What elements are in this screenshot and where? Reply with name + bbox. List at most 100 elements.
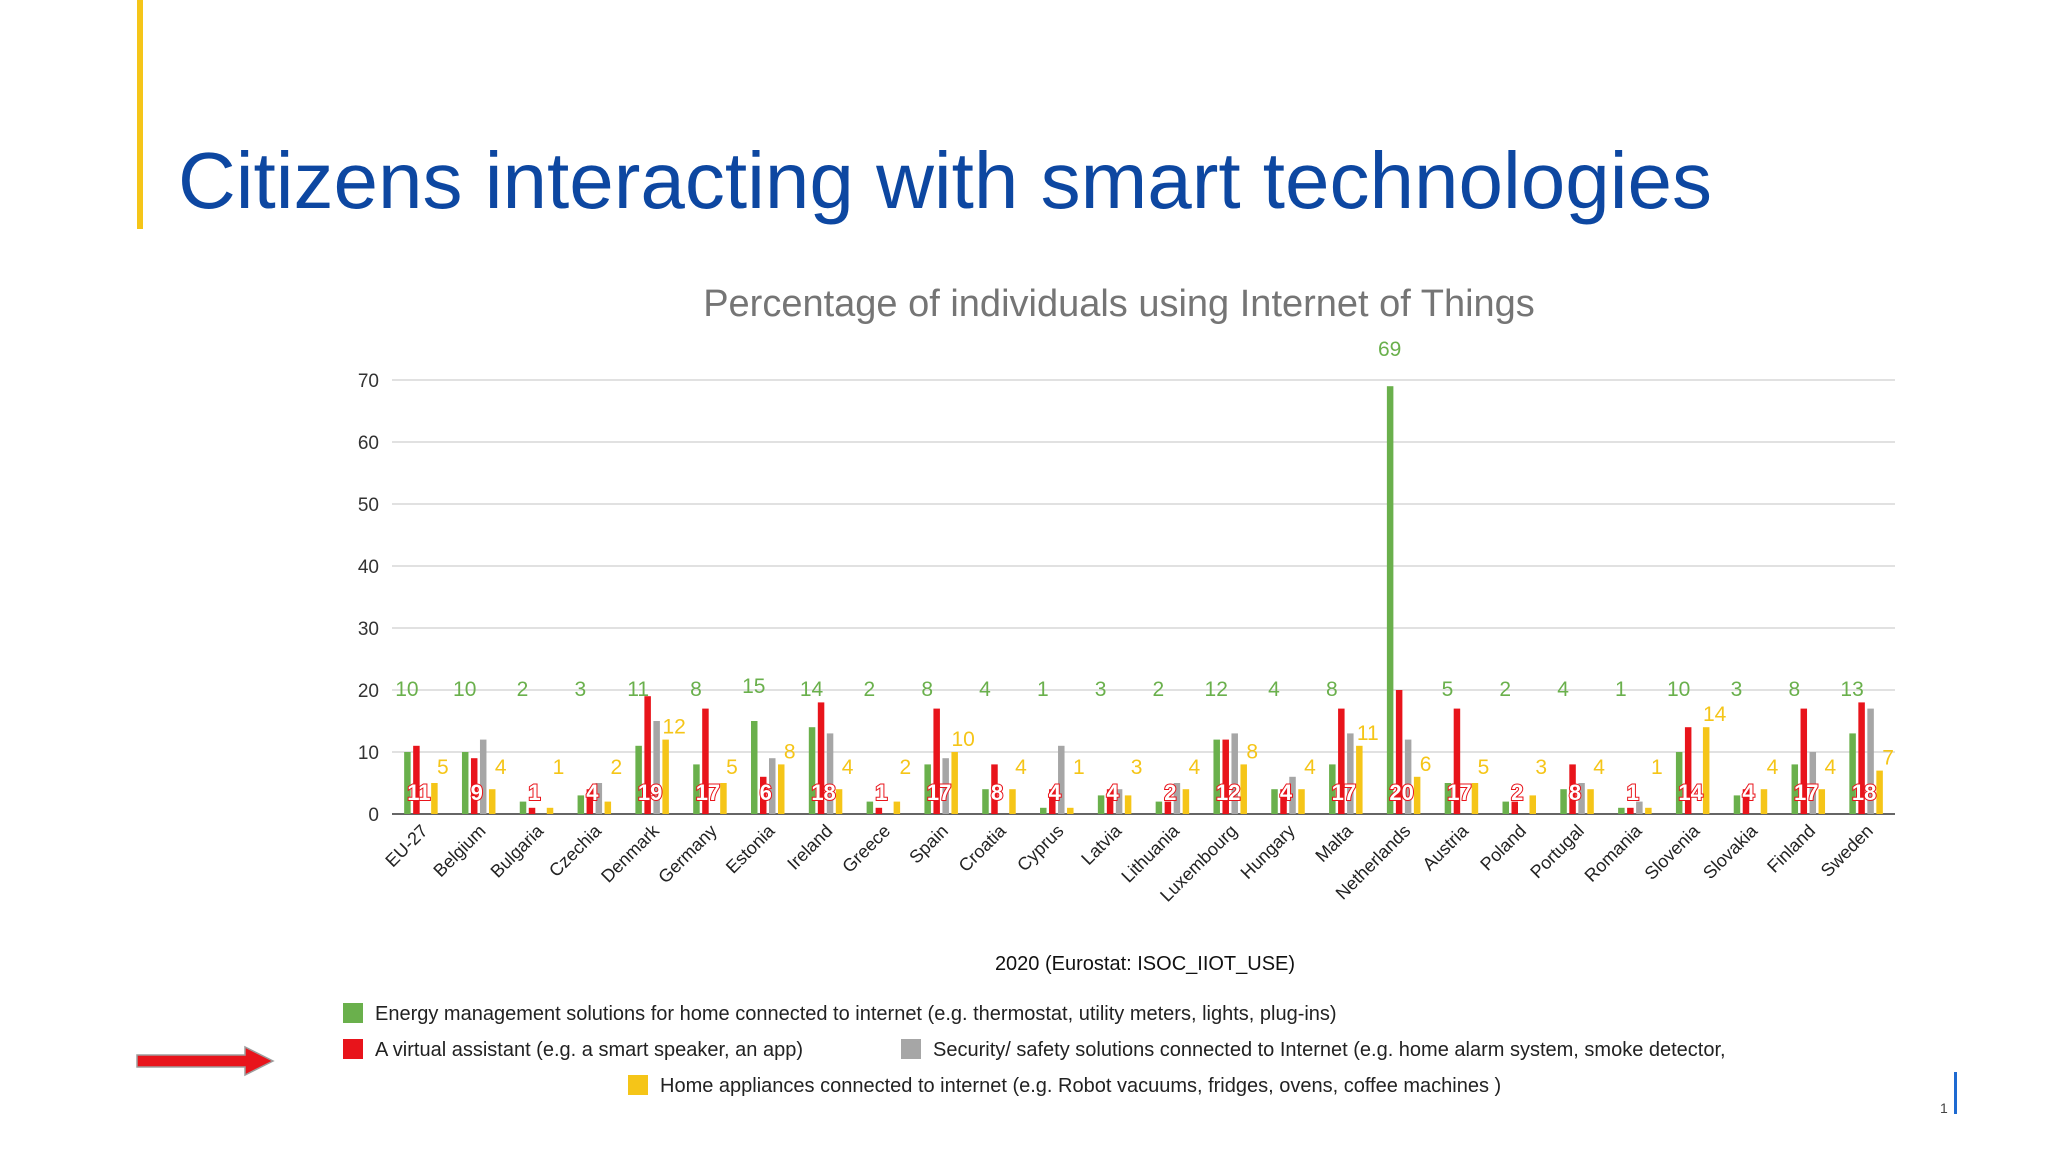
- x-tick-label: Slovakia: [1699, 820, 1762, 883]
- bar-appliances: [488, 789, 496, 814]
- bar-energy: [751, 721, 758, 814]
- legend-label: A virtual assistant (e.g. a smart speake…: [375, 1039, 803, 1061]
- green-data-label: 8: [690, 678, 702, 701]
- bar-appliances: [1009, 789, 1016, 814]
- red-data-label: 17: [1447, 780, 1471, 805]
- bar-assistant: [470, 758, 478, 814]
- bar-energy: [1329, 764, 1336, 814]
- green-data-label: 2: [1153, 678, 1165, 701]
- bar-energy: [808, 727, 816, 814]
- bar-energy: [1444, 783, 1452, 814]
- x-tick-label: Poland: [1476, 821, 1530, 875]
- bar-assistant: [644, 696, 651, 814]
- bar-security: [1578, 783, 1585, 814]
- bar-assistant: [1858, 702, 1865, 814]
- bar-assistant: [760, 776, 767, 814]
- bar-appliances: [662, 739, 669, 814]
- yellow-data-label: 4: [1593, 756, 1605, 779]
- bar-assistant: [1395, 690, 1403, 814]
- bar-assistant: [586, 789, 594, 814]
- green-data-label: 3: [1095, 678, 1107, 701]
- red-data-label: 4: [1049, 780, 1062, 805]
- bar-assistant: [1511, 801, 1518, 814]
- bar-assistant: [1453, 708, 1461, 814]
- x-tick-label: Germany: [654, 821, 720, 887]
- yellow-data-label: 6: [1420, 753, 1432, 776]
- red-data-label: 1: [528, 780, 540, 805]
- bar-appliances: [1760, 789, 1768, 814]
- bar-security: [1058, 745, 1065, 814]
- green-data-label: 2: [864, 678, 876, 701]
- bar-energy: [577, 795, 585, 814]
- yellow-data-label: 5: [437, 756, 449, 779]
- bar-security: [769, 758, 776, 814]
- iot-bar-chart: Percentage of individuals using Internet…: [343, 283, 1895, 1097]
- red-data-label: 17: [1794, 780, 1818, 805]
- yellow-data-label: 7: [1882, 747, 1894, 770]
- x-tick-label: Hungary: [1237, 821, 1299, 883]
- bar-security: [1636, 801, 1643, 814]
- x-tick-label: Denmark: [597, 820, 663, 886]
- slide-title: Citizens interacting with smart technolo…: [178, 136, 1713, 225]
- yellow-data-label: 2: [610, 756, 622, 779]
- x-tick-label: Estonia: [722, 820, 779, 877]
- bar-energy: [1271, 789, 1278, 814]
- bar-security: [1115, 789, 1123, 814]
- yellow-data-label: 12: [662, 716, 685, 739]
- x-tick-label: Finland: [1763, 821, 1819, 877]
- legend-swatch: [628, 1075, 648, 1095]
- x-tick-label: Spain: [905, 821, 952, 868]
- legend-swatch: [343, 1003, 363, 1023]
- yellow-data-label: 4: [1015, 756, 1027, 779]
- green-data-label: 13: [1840, 678, 1863, 701]
- bar-appliances: [778, 764, 785, 814]
- bar-assistant: [1049, 789, 1056, 814]
- red-data-label: 2: [1511, 780, 1523, 805]
- green-data-label: 3: [1731, 678, 1743, 701]
- bar-appliances: [1645, 807, 1652, 814]
- bar-assistant: [1164, 801, 1172, 814]
- bar-energy: [461, 752, 469, 814]
- bar-assistant: [528, 807, 536, 814]
- bar-assistant: [817, 702, 825, 814]
- green-data-label: 4: [1557, 678, 1569, 701]
- green-data-label: 4: [979, 678, 991, 701]
- yellow-data-label: 3: [1131, 756, 1143, 779]
- green-data-label: 1: [1615, 678, 1627, 701]
- y-tick-label: 10: [358, 743, 379, 764]
- x-tick-label: Latvia: [1077, 820, 1126, 869]
- red-data-label: 8: [991, 780, 1003, 805]
- green-data-label: 12: [1205, 678, 1228, 701]
- y-tick-label: 30: [358, 619, 379, 640]
- bar-assistant: [1627, 807, 1634, 814]
- bar-energy: [1386, 386, 1394, 814]
- yellow-data-label: 8: [1246, 740, 1258, 763]
- yellow-data-label: 4: [1767, 756, 1779, 779]
- y-tick-label: 20: [358, 681, 379, 702]
- green-data-label: 69: [1378, 338, 1401, 361]
- x-tick-label: Sweden: [1817, 821, 1877, 881]
- green-data-label: 15: [742, 675, 765, 698]
- green-data-label: 10: [395, 678, 418, 701]
- x-tick-label: Malta: [1311, 820, 1357, 866]
- x-tick-label: Slovenia: [1641, 820, 1705, 884]
- green-data-label: 1: [1037, 678, 1049, 701]
- yellow-data-label: 4: [1304, 756, 1316, 779]
- yellow-data-label: 1: [1073, 756, 1085, 779]
- bar-security: [1809, 752, 1817, 814]
- yellow-data-label: 3: [1535, 756, 1547, 779]
- x-axis-title: 2020 (Eurostat: ISOC_IIOT_USE): [995, 953, 1295, 975]
- bar-assistant: [1800, 708, 1808, 814]
- legend-label: Energy management solutions for home con…: [375, 1003, 1337, 1025]
- green-data-label: 2: [517, 678, 529, 701]
- bar-appliances: [951, 752, 958, 814]
- green-data-label: 8: [1326, 678, 1338, 701]
- bar-security: [1173, 783, 1181, 814]
- bar-assistant: [1338, 708, 1345, 814]
- legend-swatch: [343, 1039, 363, 1059]
- x-tick-label: Cyprus: [1013, 821, 1067, 875]
- red-data-label: 18: [1852, 780, 1876, 805]
- bar-appliances: [1124, 795, 1132, 814]
- green-data-label: 8: [1788, 678, 1800, 701]
- red-data-label: 8: [1569, 780, 1581, 805]
